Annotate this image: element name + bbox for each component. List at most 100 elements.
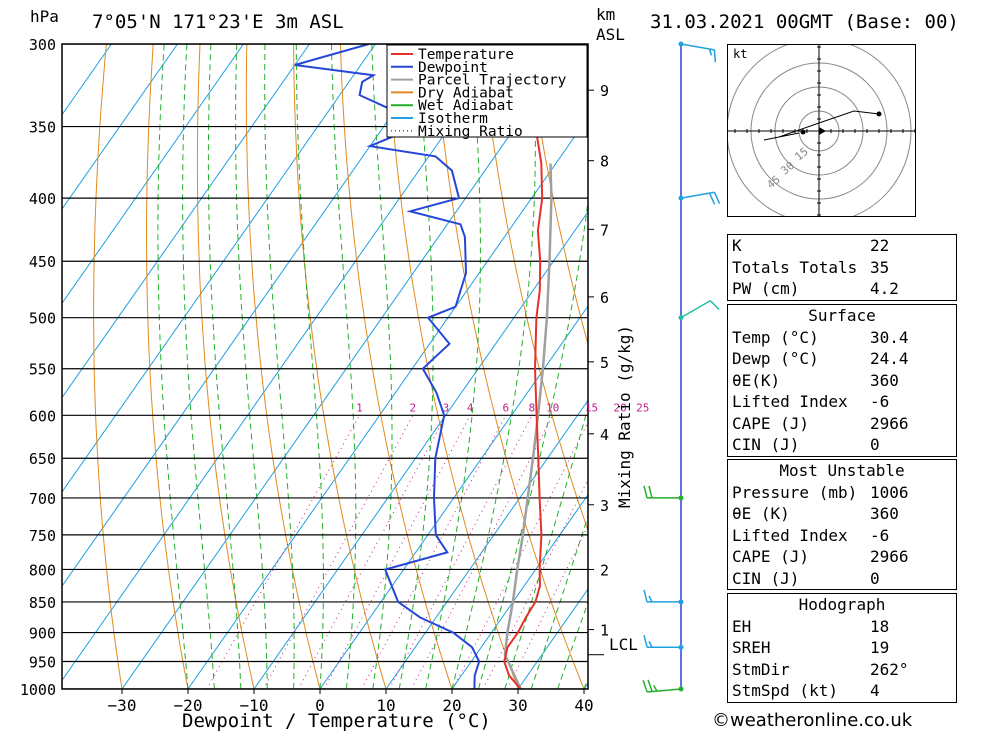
wet-adiabat-line (504, 405, 588, 689)
index-value: 0 (870, 435, 880, 454)
dry-adiabat-line (995, 44, 1000, 689)
location-title: 7°05'N 171°23'E 3m ASL (92, 11, 344, 33)
pressure-tick-label: 900 (29, 625, 56, 643)
hodograph-panel: kt 15 30 45 (638, 10, 1000, 312)
index-value: 1006 (870, 482, 909, 502)
index-row: Dewp (°C) 24.4 (728, 348, 956, 370)
index-label: CAPE (J) (732, 413, 810, 433)
index-label: Totals Totals (732, 257, 858, 277)
pressure-tick-label: 650 (29, 450, 56, 468)
x-axis-label: Dewpoint / Temperature (°C) (182, 710, 491, 732)
dewpoint-line (294, 44, 481, 689)
dry-adiabat-line (339, 44, 453, 689)
height-unit-km: km (596, 5, 615, 24)
index-value: 30.4 (870, 327, 909, 347)
temperature-line (503, 44, 544, 689)
temp-tick-label: 10 (376, 696, 395, 715)
hodograph-trace (763, 110, 880, 141)
mixing-ratio-line (323, 415, 471, 689)
storm-motion-marker (819, 127, 826, 135)
mixing-ratio-line (262, 415, 414, 689)
mixing-ratio-line (361, 415, 507, 689)
wind-barb (678, 41, 717, 63)
dry-adiabat-line (433, 44, 585, 689)
mixing-ratio-label: 4 (467, 401, 474, 414)
index-row: PW (cm) 4.2 (728, 278, 956, 300)
dry-adiabat-line (386, 44, 519, 689)
index-label: θE(K) (732, 370, 781, 390)
wet-adiabat-line (425, 44, 481, 689)
surface-indices-box: Surface Temp (°C) 30.4 Dewp (°C) 24.4 θE(K) 3… (727, 304, 957, 457)
wet-adiabat-line (235, 44, 268, 689)
lcl-label: LCL (609, 635, 638, 654)
mixing-ratio-line (506, 524, 588, 689)
temp-tick-label: 0 (315, 696, 325, 715)
legend-label: Dewpoint (418, 60, 488, 76)
dry-adiabat-line (245, 44, 321, 689)
pressure-tick-label: 400 (29, 190, 56, 208)
index-row: CAPE (J) 2966 (728, 546, 956, 568)
index-value: 19 (870, 638, 890, 657)
index-row: Temp (°C) 30.4 (728, 327, 956, 349)
wind-barb (678, 300, 720, 321)
pressure-tick-label: 350 (29, 119, 56, 137)
mixing-ratio-label: 1 (356, 401, 363, 414)
index-value: 2966 (870, 547, 909, 566)
hodograph-indices-title: Hodograph (798, 595, 886, 614)
index-label: CIN (J) (732, 568, 800, 588)
legend-label: Temperature (418, 47, 514, 63)
mixing-ratio-label: 25 (636, 401, 649, 414)
index-value: 4 (870, 681, 880, 700)
temp-tick-label: −30 (108, 696, 137, 715)
temp-tick-label: −10 (240, 696, 269, 715)
footer-credit[interactable]: ©weatheronline.co.uk (712, 710, 913, 731)
height-tick-label: 2 (600, 561, 609, 579)
index-label: Lifted Index (732, 392, 848, 411)
general-indices-box: K 22 Totals Totals 35 PW (cm) 4.2 (727, 234, 957, 301)
most-unstable-title: Most Unstable (779, 461, 905, 480)
mixing-ratio-line (297, 415, 447, 689)
most-unstable-box: Most Unstable Pressure (mb) 1006 θE (K) 360… (727, 459, 957, 590)
wet-adiabat-line (451, 44, 536, 689)
legend-label: Parcel Trajectory (418, 73, 567, 89)
index-label: K (732, 236, 742, 255)
wind-barb (643, 589, 684, 605)
height-tick-label: 6 (600, 289, 609, 307)
index-label: StmDir (732, 659, 790, 679)
index-label: θE (K) (732, 504, 790, 523)
legend-label: Mixing Ratio (418, 124, 523, 140)
isotherm-line (62, 44, 442, 588)
index-row: CIN (J) 0 (728, 434, 956, 456)
index-label: Dewp (°C) (732, 349, 819, 368)
pressure-tick-label: 850 (29, 594, 56, 612)
pressure-tick-label: 600 (29, 407, 56, 425)
isotherm-line (62, 44, 310, 399)
hodograph-point (800, 129, 806, 135)
temp-tick-label: 30 (508, 696, 527, 715)
isotherm-line (253, 210, 588, 689)
mixing-ratio-line (482, 478, 588, 689)
mixing-ratio-label: 2 (410, 401, 417, 414)
mixing-ratio-label: 8 (529, 401, 536, 414)
index-label: SREH (732, 638, 771, 657)
index-row: SREH 19 (728, 637, 956, 659)
legend-label: Isotherm (418, 111, 488, 127)
mixing-ratio-label: 15 (585, 401, 598, 414)
wet-adiabat-line (557, 600, 588, 689)
isotherm-line (385, 399, 588, 689)
index-value: 24.4 (870, 349, 909, 368)
index-value: -6 (870, 392, 890, 411)
isotherm-line (451, 493, 588, 689)
mixing-ratio-label: 6 (502, 401, 509, 414)
index-row: CIN (J) 0 (728, 568, 956, 590)
index-value: 35 (870, 257, 890, 277)
pressure-tick-label: 800 (29, 561, 56, 579)
index-row: Totals Totals 35 (728, 257, 956, 279)
index-value: 22 (870, 236, 890, 255)
parcel-trajectory-line (503, 163, 553, 689)
index-label: EH (732, 616, 752, 636)
isotherm-line (62, 44, 508, 682)
height-tick-label: 9 (600, 82, 609, 100)
index-row: Pressure (mb) 1006 (728, 482, 956, 504)
